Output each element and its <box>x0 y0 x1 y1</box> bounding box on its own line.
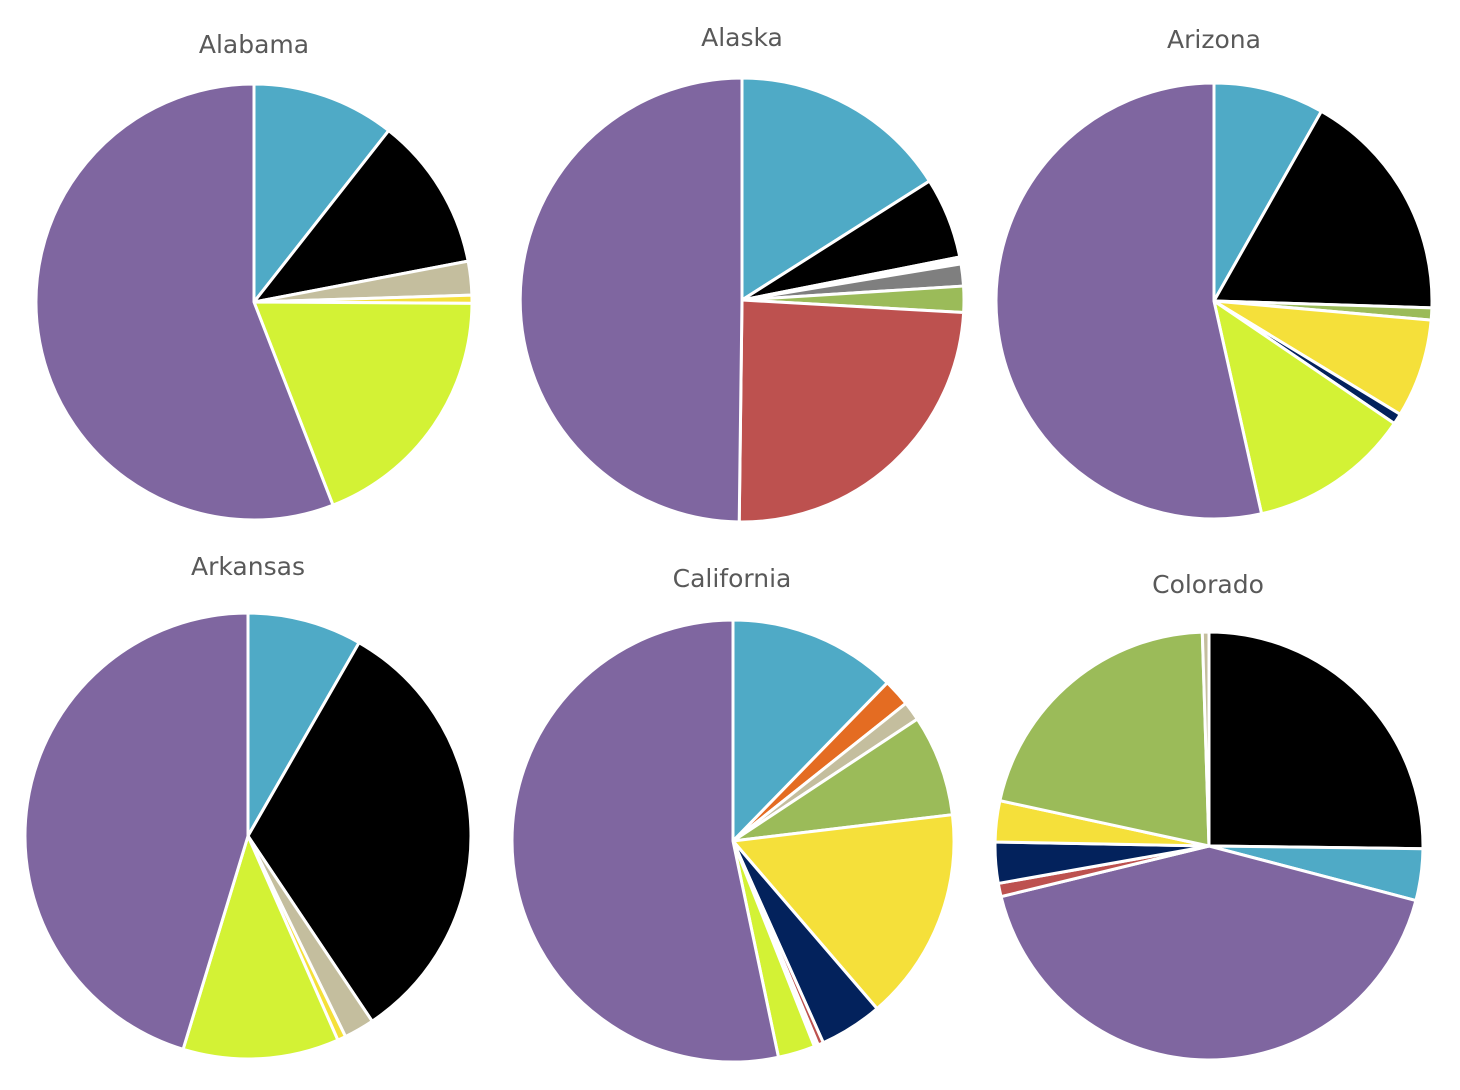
pie-slice-arkansas-1 <box>246 611 361 838</box>
pie-slice-alaska-7 <box>518 76 744 524</box>
pie-chart-alaska: Alaska <box>518 23 966 524</box>
pie-slice-alaska-6 <box>737 298 966 524</box>
pie-slice-california-5 <box>731 813 956 1011</box>
pie-chart-arizona: Arizona <box>994 25 1434 521</box>
pie-slice-arizona-1 <box>1212 81 1323 303</box>
pie-title-arkansas: Arkansas <box>191 552 305 581</box>
pie-title-alabama: Alabama <box>199 30 309 59</box>
pie-slice-alabama-2 <box>252 129 470 304</box>
pie-slice-alabama-5 <box>252 300 474 507</box>
pie-slices-arkansas <box>23 611 473 1061</box>
pie-slice-colorado-3 <box>999 844 1418 1062</box>
pie-title-arizona: Arizona <box>1167 25 1261 54</box>
pie-slice-arkansas-2 <box>246 641 473 1023</box>
pie-slice-california-10 <box>510 618 780 1064</box>
pie-slice-arkansas-5 <box>181 834 340 1061</box>
pie-slice-arkansas-6 <box>23 611 250 1051</box>
pie-slices-alabama <box>34 82 474 522</box>
pie-title-alaska: Alaska <box>701 23 783 52</box>
pie-slice-colorado-7 <box>998 630 1211 848</box>
pie-chart-california: California <box>510 564 956 1064</box>
pie-slices-arizona <box>994 81 1434 521</box>
pie-chart-arkansas: Arkansas <box>23 552 473 1061</box>
pie-chart-alabama: Alabama <box>34 30 474 522</box>
pie-slice-california-1 <box>731 618 889 843</box>
pie-slice-alabama-1 <box>252 82 391 304</box>
pie-chart-colorado: Colorado <box>993 570 1425 1062</box>
pie-title-california: California <box>673 564 792 593</box>
pie-slices-colorado <box>993 630 1425 1062</box>
pie-slice-arizona-6 <box>1212 299 1396 516</box>
pie-slice-alaska-1 <box>740 76 931 302</box>
pie-slice-colorado-8 <box>1200 630 1211 848</box>
pie-slices-california <box>510 618 956 1064</box>
pie-slices-alaska <box>518 76 966 524</box>
pie-slice-alabama-6 <box>34 82 335 522</box>
pie-slice-colorado-1 <box>1207 630 1425 851</box>
pie-slice-arizona-4 <box>1212 299 1433 416</box>
pie-slice-california-4 <box>731 717 954 843</box>
pie-slice-arizona-7 <box>994 81 1264 521</box>
pie-slice-arizona-2 <box>1212 109 1434 310</box>
pie-title-colorado: Colorado <box>1152 570 1264 599</box>
